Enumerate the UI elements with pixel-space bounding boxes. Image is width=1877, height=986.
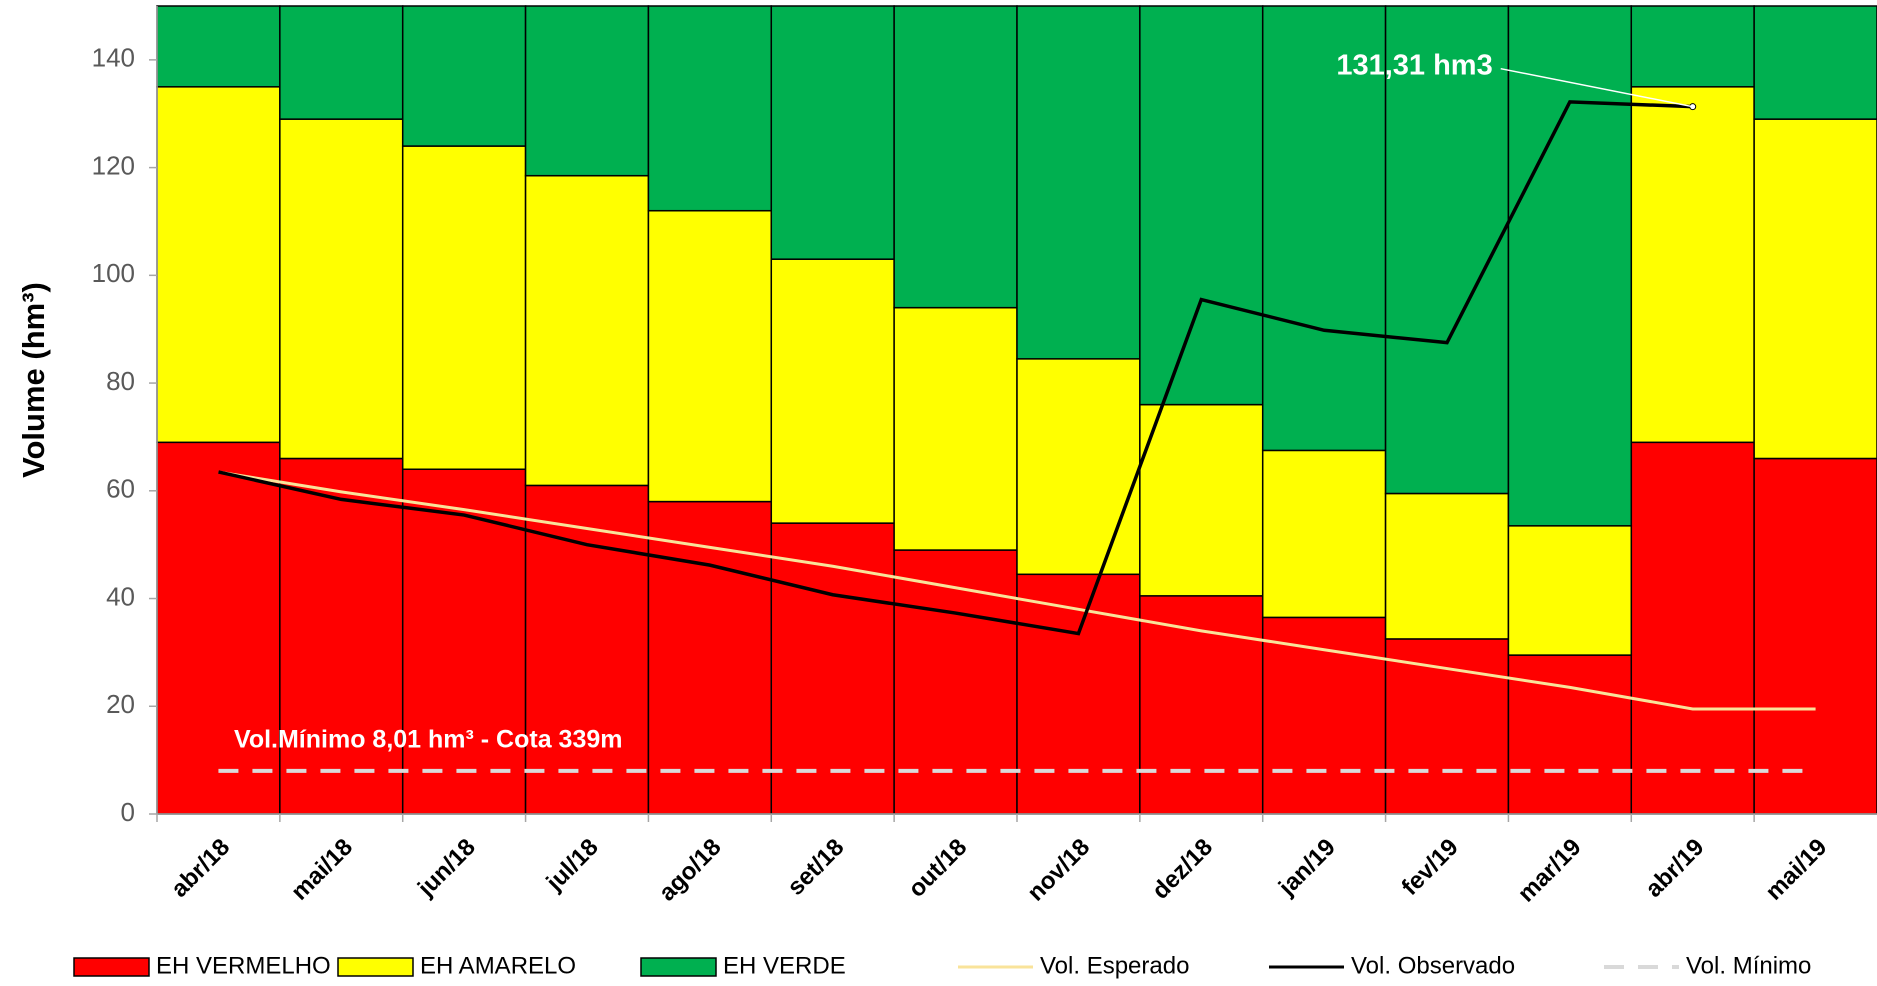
bar-segment: [647, 209, 773, 503]
bar-segment: [1630, 5, 1755, 88]
bar-segment: [1507, 525, 1633, 656]
bar-segment: [156, 5, 281, 88]
bar-segment: [401, 145, 527, 471]
bar-segment: [156, 86, 281, 444]
bar-segment: [893, 306, 1018, 551]
x-tick-label: mai/18: [286, 834, 358, 906]
bar-segment: [401, 5, 527, 147]
annotation: Vol.Mínimo 8,01 hm³ - Cota 339m: [234, 726, 623, 754]
bar-segment: [1261, 5, 1387, 452]
bar-segment: [647, 5, 773, 212]
x-tick-label: abr/18: [166, 834, 235, 903]
bar-segment: [770, 5, 895, 260]
bar-segment: [1753, 457, 1877, 815]
bar-segment: [279, 118, 404, 460]
bar-segment: [1630, 86, 1755, 444]
y-axis-title: Volume (hm³): [16, 282, 51, 478]
legend-label: EH VERMELHO: [156, 952, 331, 979]
x-tick-label: dez/18: [1147, 834, 1218, 905]
bar-segment: [1630, 441, 1755, 815]
y-tick-label: 40: [106, 581, 135, 611]
x-tick-label: abr/19: [1640, 834, 1709, 903]
x-tick-label: jul/18: [541, 834, 604, 897]
legend-label: EH AMARELO: [420, 952, 576, 979]
bar-segment: [1016, 358, 1141, 576]
bar-segment: [1384, 5, 1510, 495]
bar-segment: [524, 484, 650, 815]
bar-segment: [1139, 403, 1264, 597]
legend-item: Vol. Esperado: [958, 952, 1189, 979]
legend-item: Vol. Mínimo: [1604, 952, 1811, 979]
bar-segment: [1016, 573, 1141, 815]
y-tick-label: 20: [106, 689, 135, 719]
bar-segment: [1507, 5, 1633, 527]
x-tick-label: mai/19: [1760, 834, 1832, 906]
legend-item: Vol. Observado: [1269, 952, 1515, 979]
legend-label: EH VERDE: [723, 952, 846, 979]
bar-segment: [1016, 5, 1141, 360]
y-tick-label: 80: [106, 366, 135, 396]
x-tick-label: ago/18: [654, 834, 727, 907]
bar-segment: [1384, 492, 1510, 640]
x-tick-label: set/18: [782, 834, 849, 901]
bar-segment: [1753, 118, 1877, 460]
x-tick-label: jun/18: [412, 834, 481, 903]
y-tick-label: 60: [106, 474, 135, 504]
bar-segment: [279, 457, 404, 815]
y-tick-label: 100: [92, 258, 135, 288]
bar-segment: [156, 441, 281, 815]
x-tick-label: nov/18: [1022, 834, 1095, 907]
bar-segment: [1384, 638, 1510, 815]
x-tick-label: fev/19: [1397, 834, 1464, 901]
bar-segment: [893, 549, 1018, 815]
legend-swatch: [640, 957, 717, 977]
x-tick-label: out/18: [903, 834, 972, 903]
data-label: 131,31 hm3: [1336, 49, 1492, 81]
bar-segment: [1753, 5, 1877, 120]
legend-swatch: [73, 957, 150, 977]
bar-segment: [893, 5, 1018, 309]
x-tick-label: jan/19: [1273, 834, 1341, 902]
bar-segment: [524, 174, 650, 487]
legend-item: EH AMARELO: [337, 952, 576, 979]
x-tick-label: mar/19: [1513, 834, 1587, 908]
bar-segment: [1261, 449, 1387, 619]
bar-segment: [1139, 595, 1264, 815]
bar-segment: [770, 258, 895, 524]
leader-line: [1500, 67, 1693, 108]
bar-segment: [524, 5, 650, 177]
legend-label: Vol. Mínimo: [1686, 952, 1811, 979]
bar-segment: [1261, 616, 1387, 815]
y-tick-label: 140: [92, 43, 135, 73]
bar-segment: [1507, 654, 1633, 815]
bar-segment: [1139, 5, 1264, 406]
line-series: [218, 470, 1816, 711]
y-tick-label: 0: [121, 797, 135, 827]
line-series: [218, 100, 1693, 636]
legend-label: Vol. Esperado: [1040, 952, 1189, 979]
bar-segment: [401, 468, 527, 815]
legend-item: EH VERMELHO: [73, 952, 331, 979]
legend-label: Vol. Observado: [1351, 952, 1515, 979]
legend-swatch: [337, 957, 414, 977]
bar-segment: [279, 5, 404, 120]
legend-item: EH VERDE: [640, 952, 846, 979]
y-tick-label: 120: [92, 150, 135, 180]
